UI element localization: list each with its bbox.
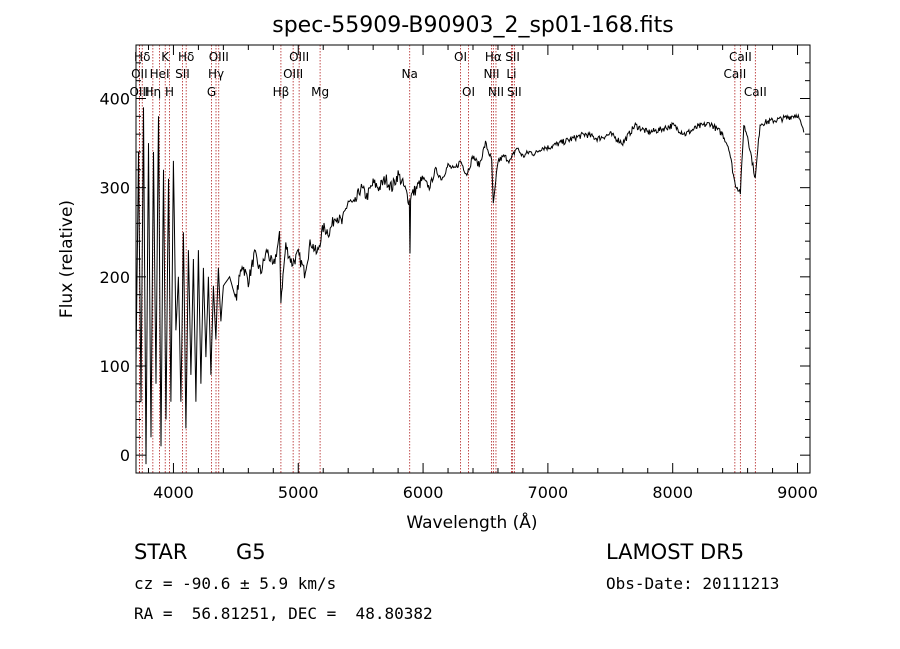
line-label-9: OIII [209,50,229,64]
line-label-0: Hδ [134,50,150,64]
object-class: STAR [134,540,188,564]
line-label-20: NII [483,67,499,81]
x-tick-label-9000: 9000 [777,483,818,502]
line-label-17: OI [454,50,467,64]
y-tick-label-100: 100 [99,357,130,376]
line-label-4: HeI [150,67,170,81]
line-label-10: Hγ [208,67,224,81]
line-label-13: OIII [283,67,303,81]
line-label-3: K [161,50,170,64]
x-tick-label-5000: 5000 [278,483,319,502]
y-tick-label-400: 400 [99,90,130,109]
line-label-11: G [207,85,216,99]
line-label-18: OI [462,85,475,99]
spectral-line-labels: Hδ OII OIII K HeI Hη H Hδ SII OIII Hγ G OIII OIII Hβ Mg… [129,50,766,99]
ra-dec-coordinates: RA = 56.81251, DEC = 48.80382 [134,604,433,623]
spectral-line-markers [138,45,756,473]
y-tick-label-300: 300 [99,179,130,198]
line-label-22: SII [505,50,520,64]
x-tick-label-7000: 7000 [528,483,569,502]
line-label-24: SII [507,85,522,99]
line-label-15: Mg [311,85,329,99]
x-axis: 4000 5000 6000 7000 8000 9000 [147,45,818,502]
x-tick-label-6000: 6000 [403,483,444,502]
survey-name: LAMOST DR5 [606,540,745,564]
line-label-19: Hα [485,50,502,64]
object-subclass: G5 [236,540,266,564]
plot-frame [135,44,811,474]
y-tick-label-200: 200 [99,268,130,287]
spectrum-layer [135,107,805,465]
line-label-12: OIII [289,50,309,64]
x-tick-label-8000: 8000 [652,483,693,502]
line-label-26: CaII [723,67,746,81]
x-axis-label: Wavelength (Å) [406,511,537,533]
line-label-16: Na [402,67,418,81]
line-label-6: H [165,85,174,99]
observation-date: Obs-Date: 20111213 [606,574,780,593]
line-label-25: CaII [729,50,752,64]
line-label-27: CaII [744,85,767,99]
spectrum-series [135,107,805,465]
chart-title: spec-55909-B90903_2_sp01-168.fits [272,13,674,38]
x-tick-label-4000: 4000 [153,483,194,502]
y-axis: 0 100 200 300 400 [99,44,810,474]
line-label-5: Hη [145,85,162,99]
y-axis-label: Flux (relative) [57,200,77,318]
redshift-cz: cz = -90.6 ± 5.9 km/s [134,574,337,593]
line-label-23: Li [506,67,516,81]
line-label-1: OII [131,67,148,81]
line-label-7: Hδ [178,50,194,64]
line-label-8: SII [175,67,190,81]
line-label-21: NII [488,85,504,99]
line-label-2: OIII [129,85,149,99]
line-label-14: Hβ [273,85,290,99]
y-tick-label-0: 0 [120,446,130,465]
